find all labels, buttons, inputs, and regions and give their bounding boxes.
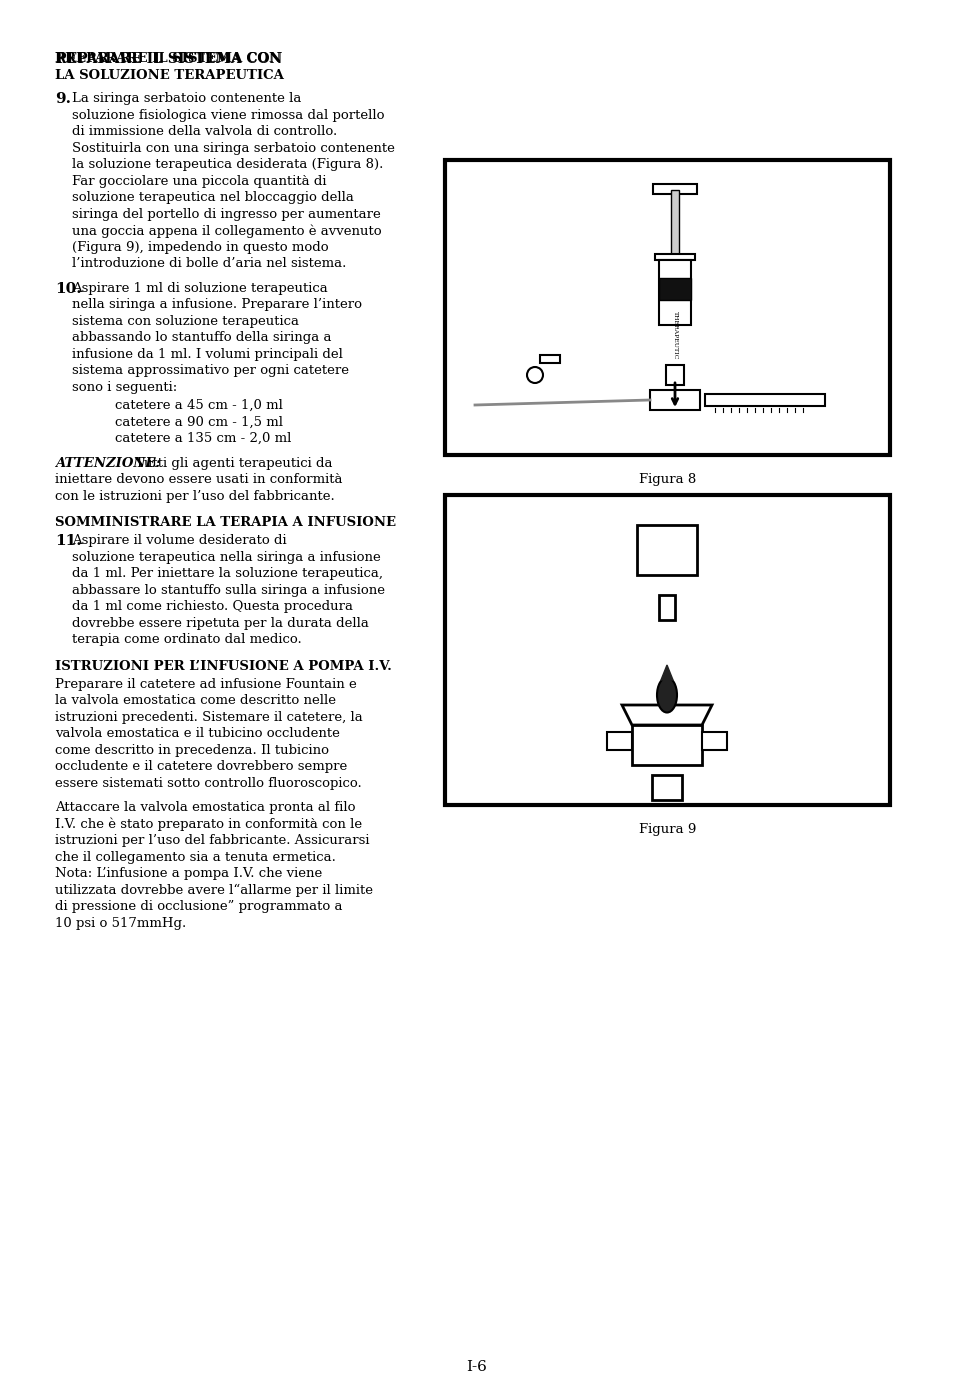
Text: sistema con soluzione terapeutica: sistema con soluzione terapeutica	[71, 315, 298, 328]
Text: Sostituirla con una siringa serbatoio contenente: Sostituirla con una siringa serbatoio co…	[71, 142, 395, 154]
Bar	[649, 390, 700, 409]
Text: soluzione fisiologica viene rimossa dal portello: soluzione fisiologica viene rimossa dal …	[71, 108, 384, 122]
Text: istruzioni precedenti. Sistemare il catetere, la: istruzioni precedenti. Sistemare il cate…	[55, 711, 362, 723]
Bar	[444, 160, 889, 455]
Text: utilizzata dovrebbe avere l“allarme per il limite: utilizzata dovrebbe avere l“allarme per …	[55, 884, 373, 897]
Text: Tutti gli agenti terapeutici da: Tutti gli agenti terapeutici da	[131, 457, 333, 469]
Bar	[655, 254, 695, 260]
Text: PREPARARE IL SISTEMA CON: PREPARARE IL SISTEMA CON	[55, 51, 281, 65]
Text: soluzione terapeutica nella siringa a infusione: soluzione terapeutica nella siringa a in…	[71, 551, 380, 564]
Ellipse shape	[657, 677, 677, 712]
Text: essere sistemati sotto controllo fluoroscopico.: essere sistemati sotto controllo fluoros…	[55, 776, 361, 790]
Text: da 1 ml. Per iniettare la soluzione terapeutica,: da 1 ml. Per iniettare la soluzione tera…	[71, 568, 382, 580]
Bar	[659, 260, 690, 325]
Text: catetere a 135 cm - 2,0 ml: catetere a 135 cm - 2,0 ml	[115, 432, 291, 446]
Text: I-6: I-6	[466, 1360, 487, 1374]
Text: da 1 ml come richiesto. Questa procedura: da 1 ml come richiesto. Questa procedura	[71, 600, 353, 613]
Text: infusione da 1 ml. I volumi principali del: infusione da 1 ml. I volumi principali d…	[71, 347, 342, 361]
Bar	[665, 365, 683, 384]
Text: (Figura 9), impedendo in questo modo: (Figura 9), impedendo in questo modo	[71, 240, 328, 254]
Text: 10.: 10.	[55, 282, 82, 296]
Text: La siringa serbatoio contenente la: La siringa serbatoio contenente la	[71, 92, 301, 105]
Text: occludente e il catetere dovrebbero sempre: occludente e il catetere dovrebbero semp…	[55, 761, 347, 773]
Bar	[637, 525, 697, 575]
Polygon shape	[621, 705, 711, 725]
Text: l’introduzione di bolle d’aria nel sistema.: l’introduzione di bolle d’aria nel siste…	[71, 257, 346, 271]
Text: REPARARE IL SISTEMA CON: REPARARE IL SISTEMA CON	[55, 51, 282, 67]
Text: catetere a 45 cm - 1,0 ml: catetere a 45 cm - 1,0 ml	[115, 398, 283, 412]
Text: ISTRUZIONI PER L’INFUSIONE A POMPA I.V.: ISTRUZIONI PER L’INFUSIONE A POMPA I.V.	[55, 659, 392, 673]
Bar	[606, 731, 631, 750]
Text: 10 psi o 517mmHg.: 10 psi o 517mmHg.	[55, 916, 186, 930]
Text: nella siringa a infusione. Preparare l’intero: nella siringa a infusione. Preparare l’i…	[71, 298, 361, 311]
Text: ATTENZIONE:: ATTENZIONE:	[55, 457, 160, 469]
Text: Attaccare la valvola emostatica pronta al filo: Attaccare la valvola emostatica pronta a…	[55, 801, 355, 813]
Text: Aspirare 1 ml di soluzione terapeutica: Aspirare 1 ml di soluzione terapeutica	[71, 282, 328, 294]
Text: la soluzione terapeutica desiderata (Figura 8).: la soluzione terapeutica desiderata (Fig…	[71, 158, 383, 171]
Text: 11.: 11.	[55, 534, 82, 548]
Text: Figura 8: Figura 8	[639, 473, 696, 486]
Bar	[444, 496, 889, 805]
Text: che il collegamento sia a tenuta ermetica.: che il collegamento sia a tenuta ermetic…	[55, 851, 335, 863]
Text: come descritto in precedenza. Il tubicino: come descritto in precedenza. Il tubicin…	[55, 744, 329, 756]
Bar	[701, 731, 726, 750]
Text: LA SOLUZIONE TERAPEUTICA: LA SOLUZIONE TERAPEUTICA	[55, 69, 284, 82]
Text: sono i seguenti:: sono i seguenti:	[71, 380, 177, 394]
Polygon shape	[660, 665, 672, 680]
Text: di immissione della valvola di controllo.: di immissione della valvola di controllo…	[71, 125, 337, 137]
Text: una goccia appena il collegamento è avvenuto: una goccia appena il collegamento è avve…	[71, 223, 381, 237]
Bar	[651, 775, 681, 799]
Bar	[704, 394, 824, 407]
Text: 9.: 9.	[55, 92, 71, 105]
Bar	[539, 355, 559, 364]
Text: abbassando lo stantuffo della siringa a: abbassando lo stantuffo della siringa a	[71, 330, 331, 344]
Circle shape	[526, 366, 542, 383]
Text: catetere a 90 cm - 1,5 ml: catetere a 90 cm - 1,5 ml	[115, 415, 283, 429]
Bar	[652, 185, 697, 194]
Text: P: P	[55, 51, 66, 67]
Text: dovrebbe essere ripetuta per la durata della: dovrebbe essere ripetuta per la durata d…	[71, 616, 369, 630]
Bar	[631, 725, 701, 765]
Text: THERAPEUTIC: THERAPEUTIC	[672, 311, 677, 359]
Text: Nota: L’infusione a pompa I.V. che viene: Nota: L’infusione a pompa I.V. che viene	[55, 868, 322, 880]
Text: con le istruzioni per l’uso del fabbricante.: con le istruzioni per l’uso del fabbrica…	[55, 490, 335, 502]
Text: siringa del portello di ingresso per aumentare: siringa del portello di ingresso per aum…	[71, 207, 380, 221]
Bar	[659, 595, 675, 620]
Text: sistema approssimativo per ogni catetere: sistema approssimativo per ogni catetere	[71, 364, 349, 378]
Text: soluzione terapeutica nel bloccaggio della: soluzione terapeutica nel bloccaggio del…	[71, 192, 354, 204]
Text: valvola emostatica e il tubicino occludente: valvola emostatica e il tubicino occlude…	[55, 727, 339, 740]
Text: SOMMINISTRARE LA TERAPIA A INFUSIONE: SOMMINISTRARE LA TERAPIA A INFUSIONE	[55, 516, 395, 529]
Text: di pressione di occlusione” programmato a: di pressione di occlusione” programmato …	[55, 899, 342, 913]
Text: Figura 9: Figura 9	[639, 823, 696, 836]
Text: iniettare devono essere usati in conformità: iniettare devono essere usati in conform…	[55, 473, 342, 486]
Text: Aspirare il volume desiderato di: Aspirare il volume desiderato di	[71, 534, 286, 547]
Text: abbassare lo stantuffo sulla siringa a infusione: abbassare lo stantuffo sulla siringa a i…	[71, 583, 385, 597]
Text: Far gocciolare una piccola quantità di: Far gocciolare una piccola quantità di	[71, 175, 326, 187]
Text: la valvola emostatica come descritto nelle: la valvola emostatica come descritto nel…	[55, 694, 335, 706]
Text: Preparare il catetere ad infusione Fountain e: Preparare il catetere ad infusione Fount…	[55, 677, 356, 690]
Text: I.V. che è stato preparato in conformità con le: I.V. che è stato preparato in conformità…	[55, 818, 362, 831]
Text: istruzioni per l’uso del fabbricante. Assicurarsi: istruzioni per l’uso del fabbricante. As…	[55, 834, 369, 847]
Text: terapia come ordinato dal medico.: terapia come ordinato dal medico.	[71, 633, 301, 645]
Bar	[659, 278, 690, 300]
Bar	[670, 190, 679, 260]
